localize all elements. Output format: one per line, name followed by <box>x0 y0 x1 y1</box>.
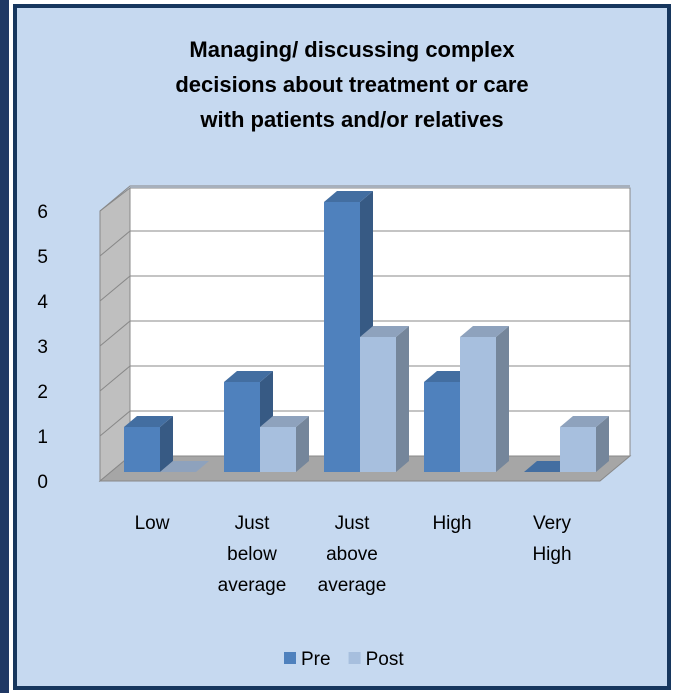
y-tick-label: 5 <box>37 247 48 268</box>
bar-front <box>124 427 160 472</box>
bar <box>460 326 509 472</box>
x-tick-label: Just below average <box>218 513 287 596</box>
bar-top <box>560 416 609 427</box>
x-tick-label: Very High <box>532 513 571 565</box>
legend-swatch <box>284 652 296 664</box>
legend-label: Post <box>366 649 405 670</box>
bar-side <box>160 416 173 472</box>
y-tick-label: 1 <box>37 427 48 448</box>
bar-front <box>260 427 296 472</box>
bar-front <box>460 337 496 472</box>
bar-top <box>224 371 273 382</box>
x-tick-label: Low <box>135 513 170 534</box>
bar-front <box>224 382 260 472</box>
bar-side <box>296 416 309 472</box>
chart-title: Managing/ discussing complex <box>189 37 515 62</box>
x-tick-label: High <box>432 513 471 534</box>
bar <box>360 326 409 472</box>
bar <box>124 416 173 472</box>
bar-front <box>324 202 360 472</box>
y-tick-label: 4 <box>37 292 48 313</box>
legend-swatch <box>348 652 361 664</box>
grid-line <box>99 320 630 347</box>
chart-title: decisions about treatment or care <box>175 72 528 97</box>
grid-line <box>99 275 630 302</box>
side-strip <box>0 0 9 693</box>
bar-top <box>260 416 309 427</box>
legend-label: Pre <box>301 649 331 670</box>
bar-front <box>360 337 396 472</box>
bar-top <box>324 191 373 202</box>
y-tick-label: 3 <box>37 337 48 358</box>
y-tick-label: 2 <box>37 382 48 403</box>
bar-side <box>596 416 609 472</box>
bar <box>260 416 309 472</box>
y-tick-label: 0 <box>37 472 48 493</box>
grid-line <box>99 230 630 257</box>
bar-side <box>496 326 509 472</box>
bar-top <box>124 416 173 427</box>
x-tick-label: Just above average <box>318 513 387 596</box>
bar <box>560 416 609 472</box>
bar-top <box>160 461 209 472</box>
chart-title: with patients and/or relatives <box>199 107 503 132</box>
bar-front <box>560 427 596 472</box>
grid-line <box>99 185 630 212</box>
bar <box>160 461 209 472</box>
y-tick-label: 6 <box>37 202 48 223</box>
bar-side <box>396 326 409 472</box>
bar-top <box>460 326 509 337</box>
bar-front <box>424 382 460 472</box>
bar-top <box>360 326 409 337</box>
